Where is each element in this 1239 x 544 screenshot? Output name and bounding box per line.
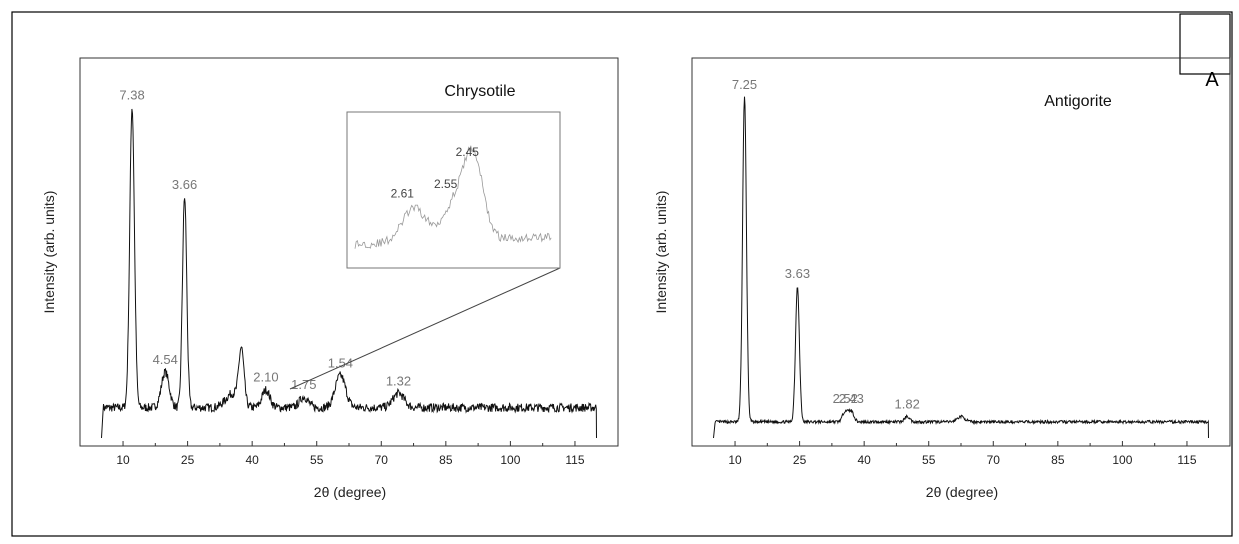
antigorite-x-tick-label: 70 — [987, 453, 1001, 467]
antigorite-x-tick-label: 85 — [1051, 453, 1065, 467]
chrysotile-peak-label: 4.54 — [153, 352, 178, 367]
chrysotile-x-tick-label: 85 — [439, 453, 453, 467]
chrysotile-x-tick-label: 25 — [181, 453, 195, 467]
antigorite-title: Antigorite — [1044, 93, 1112, 110]
antigorite-peak-label: 3.63 — [785, 266, 810, 281]
chrysotile-x-tick-label: 55 — [310, 453, 324, 467]
chrysotile-peak-label: 2.10 — [253, 370, 278, 385]
antigorite-x-tick-label: 115 — [1177, 453, 1196, 467]
antigorite-x-axis-title: 2θ (degree) — [926, 484, 998, 500]
inset-peak-label: 2.55 — [434, 177, 458, 191]
antigorite-x-tick-label: 55 — [922, 453, 936, 467]
chrysotile-peak-label: 7.38 — [119, 88, 144, 103]
inset-series-line — [354, 145, 552, 249]
chrysotile-x-tick-label: 10 — [116, 453, 130, 467]
antigorite-chart: Antigorite 2θ (degree) Intensity (arb. u… — [653, 57, 1231, 500]
antigorite-x-tick-label: 25 — [793, 453, 807, 467]
inset-box — [346, 111, 561, 269]
inset-peak-label: 2.45 — [456, 145, 480, 159]
antigorite-peak-label: 2.52 — [833, 391, 858, 406]
chrysotile-x-tick-label: 115 — [565, 453, 584, 467]
antigorite-x-ticks: 10 25 40 55 70 85 100 115 — [728, 441, 1197, 467]
chrysotile-peak-label: 1.32 — [386, 373, 411, 388]
chrysotile-x-ticks: 10 25 40 55 70 85 100 115 — [116, 441, 585, 467]
antigorite-x-tick-label: 10 — [728, 453, 742, 467]
panel-letter-box — [1179, 13, 1231, 75]
antigorite-x-tick-label: 40 — [857, 453, 871, 467]
antigorite-peak-label: 2.43 — [839, 391, 864, 406]
antigorite-peak-labels: 7.25 3.63 2.522.43 1.82 — [732, 77, 920, 411]
chrysotile-x-tick-label: 100 — [500, 453, 520, 467]
antigorite-y-axis-title: Intensity (arb. units) — [653, 191, 669, 314]
chrysotile-x-tick-label: 70 — [375, 453, 389, 467]
antigorite-plot-area — [691, 57, 1231, 447]
antigorite-peak-label: 1.82 — [895, 397, 920, 412]
chrysotile-x-axis-title: 2θ (degree) — [314, 484, 386, 500]
chrysotile-y-axis-title: Intensity (arb. units) — [41, 191, 57, 314]
chrysotile-series-line — [101, 108, 597, 439]
inset-connector-line — [289, 267, 561, 390]
panel-letter: A — [1205, 69, 1219, 91]
inset-peak-label: 2.61 — [391, 187, 415, 201]
antigorite-peak-label: 7.25 — [732, 77, 757, 92]
chrysotile-peak-labels: 7.38 4.54 3.66 2.10 1.75 1.54 1.32 — [119, 88, 411, 392]
inset-peak-labels: 2.61 2.55 2.45 — [391, 145, 480, 201]
chrysotile-peak-label: 1.54 — [328, 355, 353, 370]
chrysotile-peak-label: 1.75 — [291, 377, 316, 392]
antigorite-x-tick-label: 100 — [1112, 453, 1132, 467]
chrysotile-chart: Chrysotile 2θ (degree) Intensity (arb. u… — [41, 57, 619, 500]
chrysotile-x-tick-label: 40 — [245, 453, 259, 467]
antigorite-series-line — [713, 96, 1209, 439]
figure-frame — [11, 11, 1233, 537]
chrysotile-title: Chrysotile — [444, 83, 515, 100]
chrysotile-peak-label: 3.66 — [172, 177, 197, 192]
